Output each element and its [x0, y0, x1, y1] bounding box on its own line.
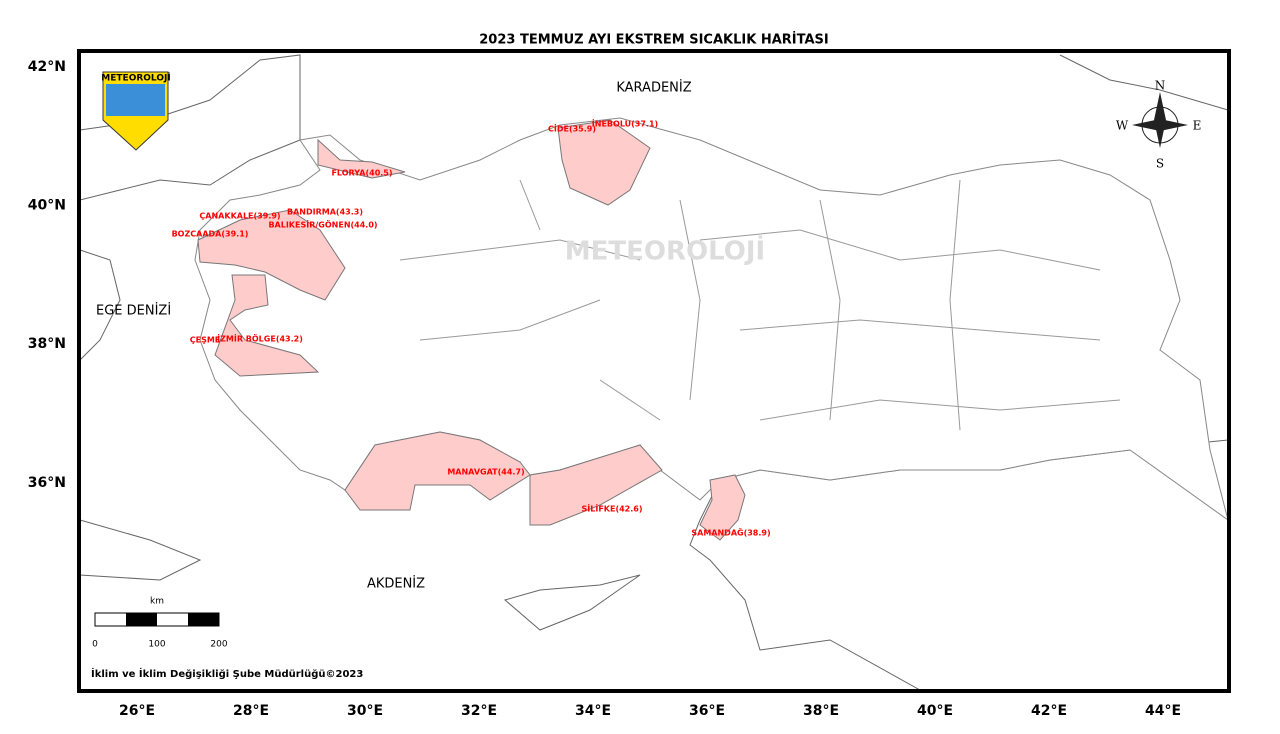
compass-e: E: [1193, 119, 1202, 133]
compass: N E S W: [1116, 79, 1202, 171]
scale-tick-label: 100: [148, 640, 165, 650]
scale-tick-label: 0: [92, 640, 98, 650]
watermark: METEOROLOJİ: [565, 235, 765, 267]
map-title: 2023 TEMMUZ AYI EKSTREM SICAKLIK HARİTAS…: [479, 32, 828, 48]
compass-w: W: [1116, 119, 1129, 133]
lon-label: 34°E: [575, 703, 611, 719]
footer: İklim ve İklim Değişikliği Şube Müdürlüğ…: [91, 666, 363, 680]
scale-segment: [126, 613, 157, 626]
station-label: CİDE(35.9): [548, 124, 596, 134]
station-label: ÇEŞME: [190, 336, 221, 345]
compass-n: N: [1155, 79, 1166, 93]
lon-label: 44°E: [1145, 703, 1181, 719]
province-mersin: [529, 444, 663, 526]
lon-label: 28°E: [233, 703, 269, 719]
lat-label: 38°N: [28, 336, 66, 352]
logo-sky: [106, 84, 165, 116]
lat-label: 42°N: [28, 59, 66, 75]
station-label: BOZCAADA(39.1): [172, 230, 249, 239]
province-kastamonu: [557, 119, 651, 206]
lon-label: 40°E: [917, 703, 953, 719]
sea-label: EGE DENİZİ: [96, 303, 171, 319]
province-borders: [399, 179, 1121, 431]
logo-text: METEOROLOJİ: [101, 73, 170, 84]
province-izmir: [214, 274, 320, 377]
scale-bar: km: [94, 597, 220, 627]
station-label: İZMİR BÖLGE(43.2): [217, 334, 303, 344]
scale-unit: km: [150, 597, 164, 607]
sea-label: KARADENİZ: [616, 80, 691, 96]
compass-rose: [1132, 92, 1188, 148]
sea-label: AKDENİZ: [367, 576, 425, 592]
station-label: FLORYA(40.5): [331, 169, 392, 178]
station-label: İNEBOLU(37.1): [592, 119, 658, 129]
land-balkans: [79, 54, 301, 201]
lon-label: 36°E: [689, 703, 725, 719]
province-balikesir: [197, 209, 346, 301]
country-turkey: [194, 117, 1229, 522]
compass-ring: [1141, 106, 1179, 144]
lon-label: 32°E: [461, 703, 497, 719]
scale-tick-label: 200: [210, 640, 227, 650]
lon-label: 42°E: [1031, 703, 1067, 719]
station-label: BANDIRMA(43.3): [287, 208, 363, 217]
province-hatay: [699, 474, 746, 541]
map-frame: [77, 49, 1231, 693]
station-label: ÇANAKKALE(39.9): [199, 212, 280, 221]
compass-s: S: [1156, 157, 1164, 171]
lat-label: 40°N: [28, 198, 66, 214]
lon-label: 30°E: [347, 703, 383, 719]
station-label: BALIKESİR/GÖNEN(44.0): [268, 220, 377, 230]
province-istanbul: [317, 138, 406, 179]
land-cyprus: [503, 574, 641, 631]
lat-label: 36°N: [28, 475, 66, 491]
logo: METEOROLOJİ: [101, 71, 171, 151]
lon-label: 38°E: [803, 703, 839, 719]
station-label: SAMANDAĞ(38.9): [691, 527, 770, 538]
province-antalya: [344, 431, 531, 511]
scale-segment: [188, 613, 219, 626]
station-label: MANAVGAT(44.7): [447, 468, 524, 477]
lon-label: 26°E: [119, 703, 155, 719]
station-label: SİLİFKE(42.6): [582, 504, 643, 514]
